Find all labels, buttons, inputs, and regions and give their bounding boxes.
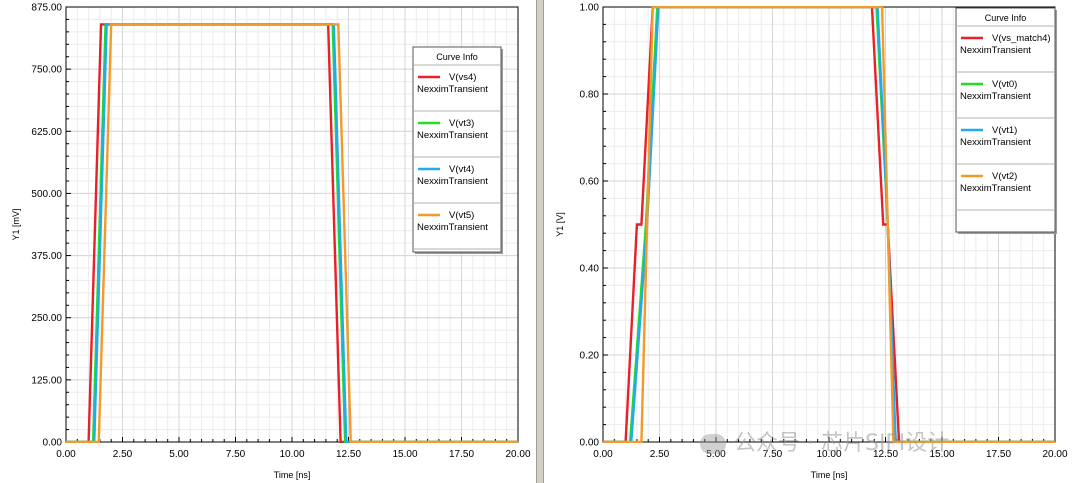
legend-entry-3[interactable]: V(vt4)NexximTransient bbox=[413, 164, 501, 204]
x-tick-label: 12.50 bbox=[873, 449, 898, 460]
legend-series-name: V(vs4) bbox=[449, 72, 476, 83]
series-group bbox=[603, 6, 1055, 443]
legend-series-source: NexximTransient bbox=[417, 84, 488, 95]
y-tick-label: 750.00 bbox=[31, 65, 62, 76]
x-tick-label: 5.00 bbox=[169, 449, 189, 460]
y-tick-label: 875.00 bbox=[31, 3, 62, 14]
series-line-4[interactable] bbox=[66, 23, 518, 443]
legend-series-source: NexximTransient bbox=[417, 222, 488, 233]
x-tick-label: 0.00 bbox=[593, 449, 613, 460]
y-tick-label: 625.00 bbox=[31, 127, 62, 138]
y-axis-title: Y1 [mV] bbox=[11, 208, 21, 240]
x-tick-label: 7.50 bbox=[226, 449, 246, 460]
x-tick-label: 12.50 bbox=[336, 449, 361, 460]
y-tick-label: 1.00 bbox=[580, 3, 600, 14]
legend-entry-4[interactable]: V(vt2)NexximTransient bbox=[956, 171, 1055, 211]
x-tick-label: 20.00 bbox=[505, 449, 530, 460]
legend-series-name: V(vt4) bbox=[449, 164, 474, 175]
legend-entry-2[interactable]: V(vt3)NexximTransient bbox=[413, 118, 501, 158]
legend-box bbox=[412, 46, 502, 253]
y-tick-label: 0.00 bbox=[43, 438, 63, 449]
legend-series-name: V(vt5) bbox=[449, 210, 474, 221]
x-tick-label: 15.00 bbox=[392, 449, 417, 460]
chart-left[interactable]: 0.00 2.50 5.00 7.50 10.00 12.50 15.00 17.50 20.0… bbox=[0, 0, 536, 483]
y-tick-label: 0.80 bbox=[580, 90, 600, 101]
legend-series-name: V(vt0) bbox=[992, 79, 1017, 90]
legend-entry-1[interactable]: V(vs_match4)NexximTransient bbox=[956, 33, 1055, 73]
legend-series-name: V(vt2) bbox=[992, 171, 1017, 182]
x-tick-label: 0.00 bbox=[56, 449, 76, 460]
x-tick-label: 5.00 bbox=[706, 449, 726, 460]
x-tick-label: 15.00 bbox=[929, 449, 954, 460]
x-tick-label: 2.50 bbox=[650, 449, 670, 460]
legend-series-source: NexximTransient bbox=[960, 45, 1031, 56]
legend-entry-1[interactable]: V(vs4)NexximTransient bbox=[413, 72, 501, 112]
y-axis-title: Y1 [V] bbox=[555, 212, 565, 237]
legend-series-name: V(vt3) bbox=[449, 118, 474, 129]
legend-series-source: NexximTransient bbox=[960, 137, 1031, 148]
y-tick-label: 0.60 bbox=[580, 177, 600, 188]
legend-entry-2[interactable]: V(vt0)NexximTransient bbox=[956, 79, 1055, 119]
series-group bbox=[66, 23, 518, 443]
series-line-4[interactable] bbox=[603, 6, 1055, 443]
watermark: 公众号 · 芯片SIPI设计 bbox=[700, 425, 1060, 456]
legend-series-name: V(vs_match4) bbox=[992, 33, 1051, 44]
legend-curve-info[interactable]: Curve InfoV(vs4)NexximTransientV(vt3)Nex… bbox=[412, 46, 503, 254]
splitter-handle[interactable] bbox=[536, 0, 544, 483]
y-tick-label: 0.20 bbox=[580, 351, 600, 362]
legend-entry-4[interactable]: V(vt5)NexximTransient bbox=[413, 210, 501, 250]
legend-series-source: NexximTransient bbox=[417, 176, 488, 187]
x-axis-title: Time [ns] bbox=[811, 470, 848, 480]
legend-entry-3[interactable]: V(vt1)NexximTransient bbox=[956, 125, 1055, 165]
y-tick-label: 0.00 bbox=[580, 438, 600, 449]
chart-right[interactable]: 0.00 2.50 5.00 7.50 10.00 12.50 15.00 17.50 20.0… bbox=[544, 0, 1080, 483]
x-tick-label: 10.00 bbox=[816, 449, 841, 460]
x-tick-label: 7.50 bbox=[763, 449, 783, 460]
y-tick-label: 0.40 bbox=[580, 264, 600, 275]
legend-title: Curve Info bbox=[436, 52, 478, 62]
legend-title: Curve Info bbox=[985, 13, 1027, 23]
x-tick-label: 17.50 bbox=[449, 449, 474, 460]
y-tick-label: 250.00 bbox=[31, 313, 62, 324]
x-tick-label: 20.00 bbox=[1042, 449, 1067, 460]
y-tick-label: 500.00 bbox=[31, 189, 62, 200]
legend-series-name: V(vt1) bbox=[992, 125, 1017, 136]
x-tick-label: 17.50 bbox=[986, 449, 1011, 460]
legend-series-source: NexximTransient bbox=[960, 91, 1031, 102]
watermark-text: 公众号 · 芯片SIPI设计 bbox=[734, 431, 950, 456]
x-tick-label: 2.50 bbox=[113, 449, 133, 460]
x-tick-label: 10.00 bbox=[279, 449, 304, 460]
legend-curve-info[interactable]: Curve InfoV(vs_match4)NexximTransientV(v… bbox=[955, 7, 1057, 234]
legend-series-source: NexximTransient bbox=[417, 130, 488, 141]
wechat-icon bbox=[700, 434, 726, 454]
legend-series-source: NexximTransient bbox=[960, 183, 1031, 194]
legend-box bbox=[955, 7, 1056, 233]
y-tick-label: 125.00 bbox=[31, 375, 62, 386]
y-tick-label: 375.00 bbox=[31, 251, 62, 262]
x-axis-title: Time [ns] bbox=[274, 470, 311, 480]
